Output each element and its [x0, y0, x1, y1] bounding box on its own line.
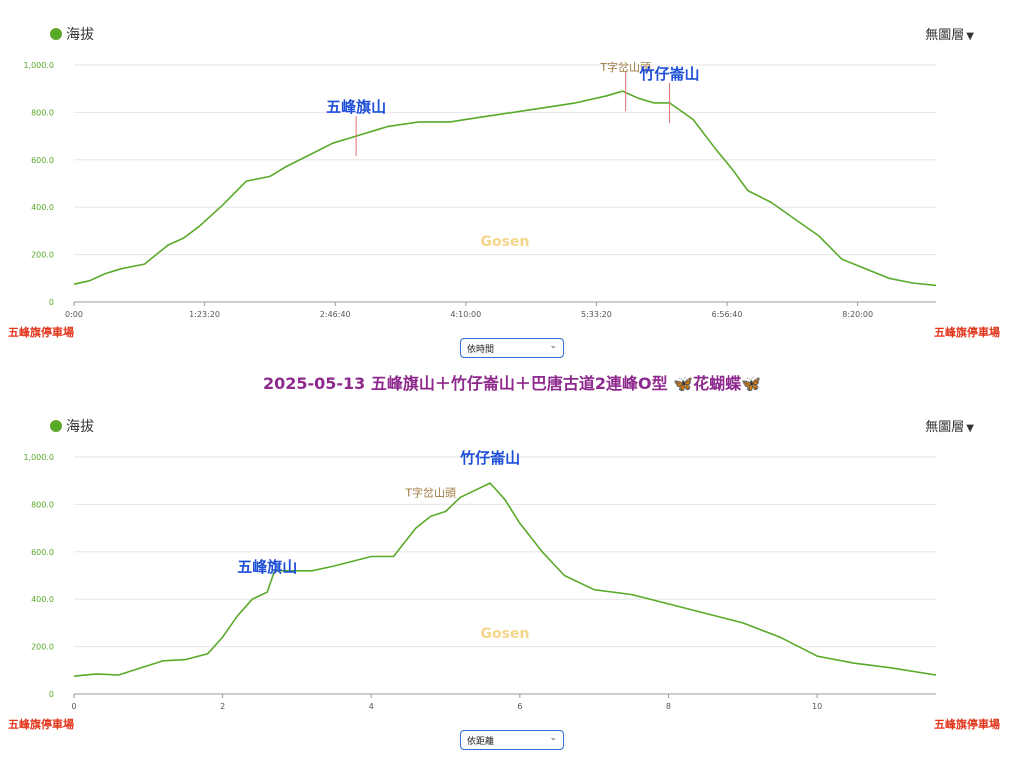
waypoint-label: T字岔山頭: [599, 60, 651, 74]
elevation-chart-time: 海拔 無圖層 ▼ 0 200.0 400.0 600.0 800.0 1,000.0 0:00…: [0, 0, 1024, 370]
x-tick-label: 2:46:40: [320, 310, 351, 319]
x-tick-label: 8:20:00: [842, 310, 873, 319]
end-label: 五峰旗停車場: [934, 718, 1000, 731]
chevron-down-icon: ⌄: [549, 341, 557, 351]
y-tick-label: 800.0: [31, 500, 54, 509]
watermark: Gosen: [481, 626, 530, 642]
peak-label: 五峰旗山: [237, 558, 297, 576]
page-title: 2025-05-13 五峰旗山＋竹仔崙山＋巴唐古道2連峰O型 🦋花蝴蝶🦋: [262, 374, 762, 393]
x-tick-label: 4:10:00: [450, 310, 481, 319]
y-tick-label: 400.0: [31, 595, 54, 604]
peak-label: 竹仔崙山: [459, 449, 520, 467]
select-value: 依時間: [467, 345, 495, 355]
x-tick-label: 0:00: [65, 310, 83, 319]
x-tick-label: 6: [517, 702, 522, 711]
peak-label: 五峰旗山: [326, 98, 386, 116]
x-tick-label: 6:56:40: [712, 310, 743, 319]
green-dot-icon: [50, 420, 62, 432]
y-tick-label: 1,000.0: [23, 453, 54, 462]
y-tick-label: 0: [49, 298, 54, 307]
x-tick-label: 0: [71, 702, 76, 711]
legend[interactable]: 海拔: [50, 24, 94, 44]
watermark: Gosen: [481, 234, 530, 250]
waypoint-label: T字岔山頭: [404, 485, 456, 499]
elevation-plot[interactable]: 0 200.0 400.0 600.0 800.0 1,000.0 0:00 1:23:20 2…: [0, 0, 1024, 330]
x-axis-mode-select[interactable]: 依時間 ⌄: [460, 338, 564, 358]
start-label: 五峰旗停車場: [8, 326, 74, 339]
x-axis-mode-select[interactable]: 依距離 ⌄: [460, 730, 564, 750]
elevation-line: [73, 90, 937, 287]
end-label: 五峰旗停車場: [934, 326, 1000, 339]
y-tick-label: 600.0: [31, 548, 54, 557]
layer-button-label: 無圖層: [925, 420, 965, 435]
x-tick-label: 2: [220, 702, 225, 711]
x-tick-label: 10: [812, 702, 822, 711]
x-tick-label: 8: [666, 702, 671, 711]
legend[interactable]: 海拔: [50, 416, 94, 436]
y-tick-label: 800.0: [31, 108, 54, 117]
y-tick-label: 200.0: [31, 251, 54, 260]
elevation-line: [73, 482, 937, 677]
caret-down-icon: ▼: [966, 31, 974, 42]
chevron-down-icon: ⌄: [549, 733, 557, 743]
start-label: 五峰旗停車場: [8, 718, 74, 731]
x-tick-label: 4: [369, 702, 374, 711]
x-tick-label: 5:33:20: [581, 310, 612, 319]
select-value: 依距離: [467, 737, 495, 747]
y-tick-label: 400.0: [31, 203, 54, 212]
y-tick-label: 600.0: [31, 156, 54, 165]
layer-button-label: 無圖層: [925, 28, 965, 43]
y-tick-label: 200.0: [31, 643, 54, 652]
layer-button[interactable]: 無圖層 ▼: [925, 24, 974, 43]
x-tick-label: 1:23:20: [189, 310, 220, 319]
legend-label: 海拔: [66, 27, 94, 43]
legend-label: 海拔: [66, 419, 94, 435]
y-tick-label: 0: [49, 690, 54, 699]
peak-label: 竹仔崙山: [639, 65, 700, 83]
elevation-chart-distance: 海拔 無圖層 ▼ 0 200.0 400.0 600.0 800.0 1,000.0 0 2 4 6…: [0, 392, 1024, 762]
green-dot-icon: [50, 28, 62, 40]
layer-button[interactable]: 無圖層 ▼: [925, 416, 974, 435]
caret-down-icon: ▼: [966, 423, 974, 434]
y-tick-label: 1,000.0: [23, 61, 54, 70]
elevation-plot[interactable]: 0 200.0 400.0 600.0 800.0 1,000.0 0 2 4 6 8 10 Gosen…: [0, 392, 1024, 722]
